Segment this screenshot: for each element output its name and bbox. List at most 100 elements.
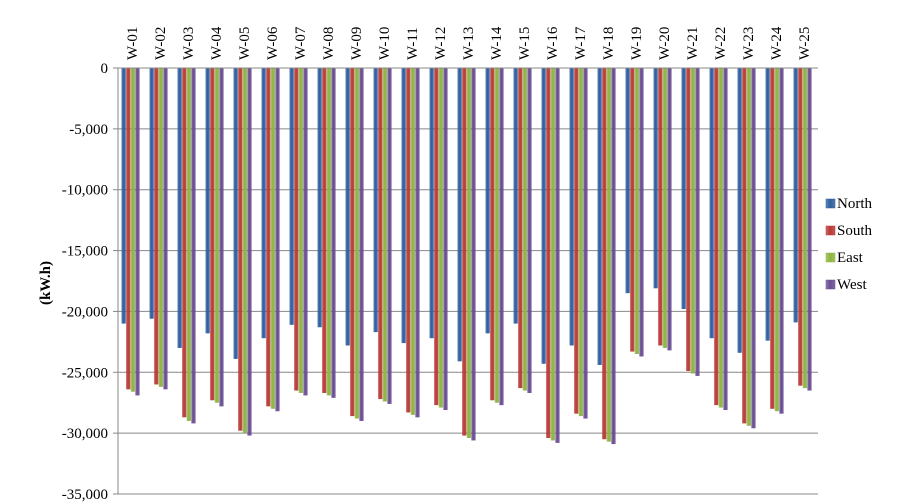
bar-west <box>163 68 168 390</box>
legend-label-west: West <box>837 277 867 293</box>
bar-east <box>494 68 499 403</box>
bar-west <box>247 68 252 436</box>
bar-south <box>350 68 355 417</box>
y-axis-label: (kW.h) <box>38 261 54 305</box>
bar-south <box>126 68 131 390</box>
bar-east <box>550 68 555 441</box>
category-label: W-13 <box>461 27 477 60</box>
category-label: W-17 <box>573 26 589 60</box>
y-tick-label: -35,000 <box>62 487 108 503</box>
bar-east <box>466 68 471 439</box>
y-tick-label: 0 <box>101 61 109 77</box>
bar-east <box>354 68 359 419</box>
bar-south <box>714 68 719 406</box>
category-label: W-14 <box>489 26 505 60</box>
bar-south <box>182 68 187 418</box>
bar-north <box>597 68 602 365</box>
bar-south <box>238 68 243 431</box>
category-label: W-22 <box>713 27 729 60</box>
bar-south <box>322 68 327 393</box>
bar-north <box>345 68 350 346</box>
bar-north <box>317 68 322 328</box>
bar-north <box>709 68 714 339</box>
bar-east <box>326 68 331 396</box>
bar-north <box>233 68 238 359</box>
category-label: W-18 <box>601 27 617 60</box>
category-label: W-25 <box>797 27 813 60</box>
bar-south <box>770 68 775 409</box>
category-label: W-23 <box>741 27 757 60</box>
bar-south <box>574 68 579 414</box>
bar-north <box>401 68 406 344</box>
bar-south <box>266 68 271 407</box>
legend-label-south: South <box>837 223 873 239</box>
category-label: W-08 <box>321 27 337 60</box>
category-label: W-10 <box>377 27 393 60</box>
category-labels: W-01 W-02 W-03 W-04 W-05 W-06 W-07 W-08 W-09 W-10… <box>125 26 813 60</box>
bar-west <box>387 68 392 404</box>
bar-east <box>186 68 191 421</box>
bar-north <box>121 68 126 324</box>
bar-east <box>298 68 303 393</box>
bars <box>121 68 812 445</box>
legend-swatch-east <box>825 252 836 263</box>
category-label: W-06 <box>265 26 281 60</box>
bar-south <box>154 68 159 385</box>
bar-south <box>658 68 663 346</box>
category-label: W-12 <box>433 27 449 60</box>
bar-south <box>546 68 551 439</box>
bar-west <box>667 68 672 351</box>
category-label: W-07 <box>293 26 309 60</box>
bar-north <box>625 68 630 294</box>
bar-north <box>569 68 574 346</box>
bar-east <box>522 68 527 391</box>
category-label: W-11 <box>405 27 421 60</box>
bar-north <box>177 68 182 348</box>
bar-east <box>438 68 443 408</box>
bar-west <box>555 68 560 443</box>
bar-south <box>490 68 495 401</box>
category-label: W-01 <box>125 27 141 60</box>
bar-south <box>798 68 803 386</box>
bar-south <box>210 68 215 401</box>
y-tick-label: -20,000 <box>62 304 108 320</box>
bar-east <box>382 68 387 402</box>
axes <box>117 67 818 494</box>
bar-west <box>807 68 812 391</box>
category-label: W-03 <box>181 27 197 60</box>
bar-west <box>583 68 588 419</box>
bar-east <box>214 68 219 403</box>
y-tick-label: -25,000 <box>62 365 108 381</box>
bar-west <box>219 68 224 407</box>
bar-south <box>434 68 439 406</box>
legend-swatch-north <box>825 198 836 209</box>
y-tick-labels: 0 -5,000 -10,000 -15,000 -20,000 -25,000 -30,0… <box>62 61 118 503</box>
bar-west <box>695 68 700 376</box>
bar-west <box>191 68 196 424</box>
bar-west <box>499 68 504 406</box>
bar-west <box>527 68 532 393</box>
category-label: W-20 <box>657 27 673 60</box>
bar-north <box>653 68 658 289</box>
bar-south <box>406 68 411 413</box>
y-tick-label: -5,000 <box>69 122 108 138</box>
bar-east <box>130 68 135 392</box>
bar-west <box>443 68 448 411</box>
bar-west <box>751 68 756 429</box>
bar-west <box>303 68 308 396</box>
bar-west <box>359 68 364 421</box>
bar-south <box>518 68 523 389</box>
bar-south <box>378 68 383 400</box>
bar-west <box>415 68 420 418</box>
bar-east <box>746 68 751 426</box>
bar-north <box>737 68 742 353</box>
bar-east <box>774 68 779 412</box>
bar-east <box>578 68 583 417</box>
bar-west <box>723 68 728 411</box>
category-label: W-04 <box>209 26 225 60</box>
category-label: W-15 <box>517 27 533 60</box>
category-label: W-16 <box>545 26 561 60</box>
bar-north <box>205 68 210 334</box>
bar-east <box>718 68 723 408</box>
